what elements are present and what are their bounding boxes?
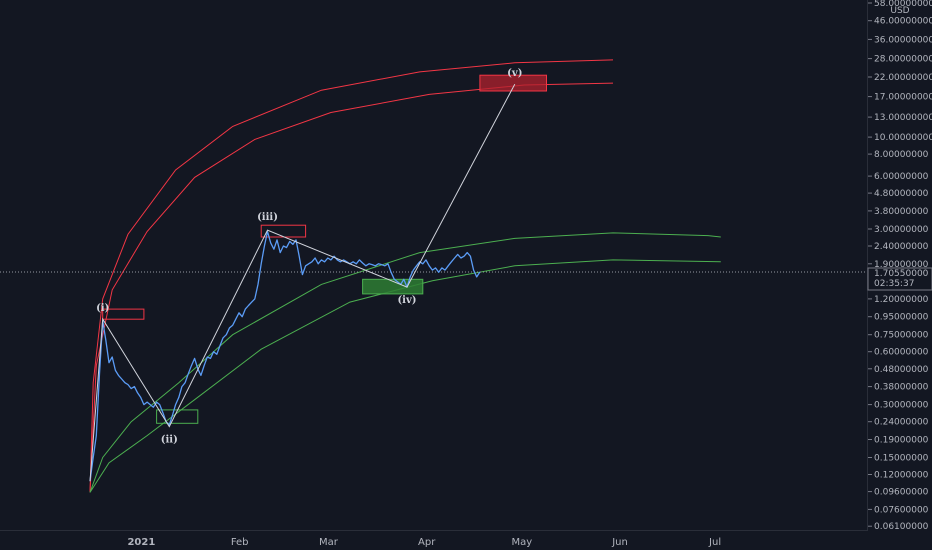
time-tick-label: Jul bbox=[708, 537, 721, 548]
price-tick-label: 0.09600000 bbox=[874, 488, 929, 498]
time-axis[interactable]: 2021 Feb Mar Apr May Jun Jul bbox=[0, 530, 868, 549]
price-tick-label: 3.80000000 bbox=[874, 207, 929, 217]
red-outer-arc bbox=[89, 59, 614, 493]
wave-count-layer: (i) (ii) (iii) (iv) (v) bbox=[89, 68, 522, 482]
time-tick-label: Feb bbox=[231, 537, 249, 548]
price-tick-label: 46.00000000 bbox=[874, 17, 932, 27]
price-tick-label: 22.00000000 bbox=[874, 73, 932, 83]
price-line-0 bbox=[89, 230, 481, 482]
price-tick-label: 1.20000000 bbox=[874, 295, 929, 305]
price-tick-label: 0.38000000 bbox=[874, 383, 929, 393]
current-price-badge: 1.70550000 02:35:37 bbox=[867, 267, 932, 291]
time-tick-label: 2021 bbox=[127, 537, 155, 548]
price-tick-label: 0.48000000 bbox=[874, 365, 929, 375]
price-tick-label: 58.00000000 bbox=[874, 0, 932, 9]
wave-i-zone bbox=[102, 308, 145, 320]
price-tick-label: 2.40000000 bbox=[874, 242, 929, 252]
time-tick-label: Mar bbox=[319, 537, 339, 548]
wave-v-zone bbox=[479, 74, 547, 92]
price-tick-label: 1.90000000 bbox=[874, 260, 929, 270]
price-tick-label: 4.80000000 bbox=[874, 189, 929, 199]
current-price-label: 1.70550000 bbox=[874, 269, 929, 279]
price-tick-label: 0.75000000 bbox=[874, 331, 929, 341]
price-tick-label: 6.00000000 bbox=[874, 172, 929, 182]
time-tick-label: Jun bbox=[611, 537, 628, 548]
price-tick-label: 0.07600000 bbox=[874, 505, 929, 515]
wave-label-4: (iv) bbox=[397, 295, 416, 306]
time-tick-labels: 2021 Feb Mar Apr May Jun Jul bbox=[127, 537, 721, 548]
price-tick-label: 36.00000000 bbox=[874, 35, 932, 45]
price-tick-label: 0.24000000 bbox=[874, 418, 929, 428]
price-tick-label: 13.00000000 bbox=[874, 113, 932, 123]
wave-label-5: (v) bbox=[507, 68, 522, 79]
time-tick-label: May bbox=[511, 537, 532, 548]
bar-countdown-label: 02:35:37 bbox=[874, 279, 914, 289]
currency-label: USD bbox=[890, 6, 909, 16]
time-tick-label: Apr bbox=[418, 537, 436, 548]
wave-path bbox=[89, 83, 516, 482]
price-tick-label: 0.19000000 bbox=[874, 436, 929, 446]
wave-label-3: (iii) bbox=[257, 212, 278, 223]
green-upper-arc bbox=[89, 232, 721, 493]
price-tick-label: 17.00000000 bbox=[874, 93, 932, 103]
price-tick-label: 0.95000000 bbox=[874, 313, 929, 323]
wave-label-2: (ii) bbox=[161, 435, 178, 446]
current-price-badge-frame bbox=[867, 267, 932, 291]
price-tick-label: 0.60000000 bbox=[874, 348, 929, 358]
price-tick-label: 28.00000000 bbox=[874, 55, 932, 65]
price-tick-label: 0.12000000 bbox=[874, 471, 929, 481]
price-tick-label: 0.06100000 bbox=[874, 522, 929, 532]
wave-label-1: (i) bbox=[96, 303, 109, 314]
price-tick-label: 8.00000000 bbox=[874, 150, 929, 160]
price-series-layer bbox=[89, 230, 481, 482]
price-tick-label: 0.15000000 bbox=[874, 454, 929, 464]
price-tick-labels: 58.00000000 46.00000000 36.00000000 28.0000… bbox=[868, 0, 932, 532]
price-tick-label: 0.30000000 bbox=[874, 401, 929, 411]
green-lower-arc bbox=[89, 259, 721, 493]
price-tick-label: 3.00000000 bbox=[874, 225, 929, 235]
price-axis[interactable]: 58.00000000 46.00000000 36.00000000 28.0000… bbox=[867, 0, 932, 532]
price-tick-label: 10.00000000 bbox=[874, 133, 932, 143]
